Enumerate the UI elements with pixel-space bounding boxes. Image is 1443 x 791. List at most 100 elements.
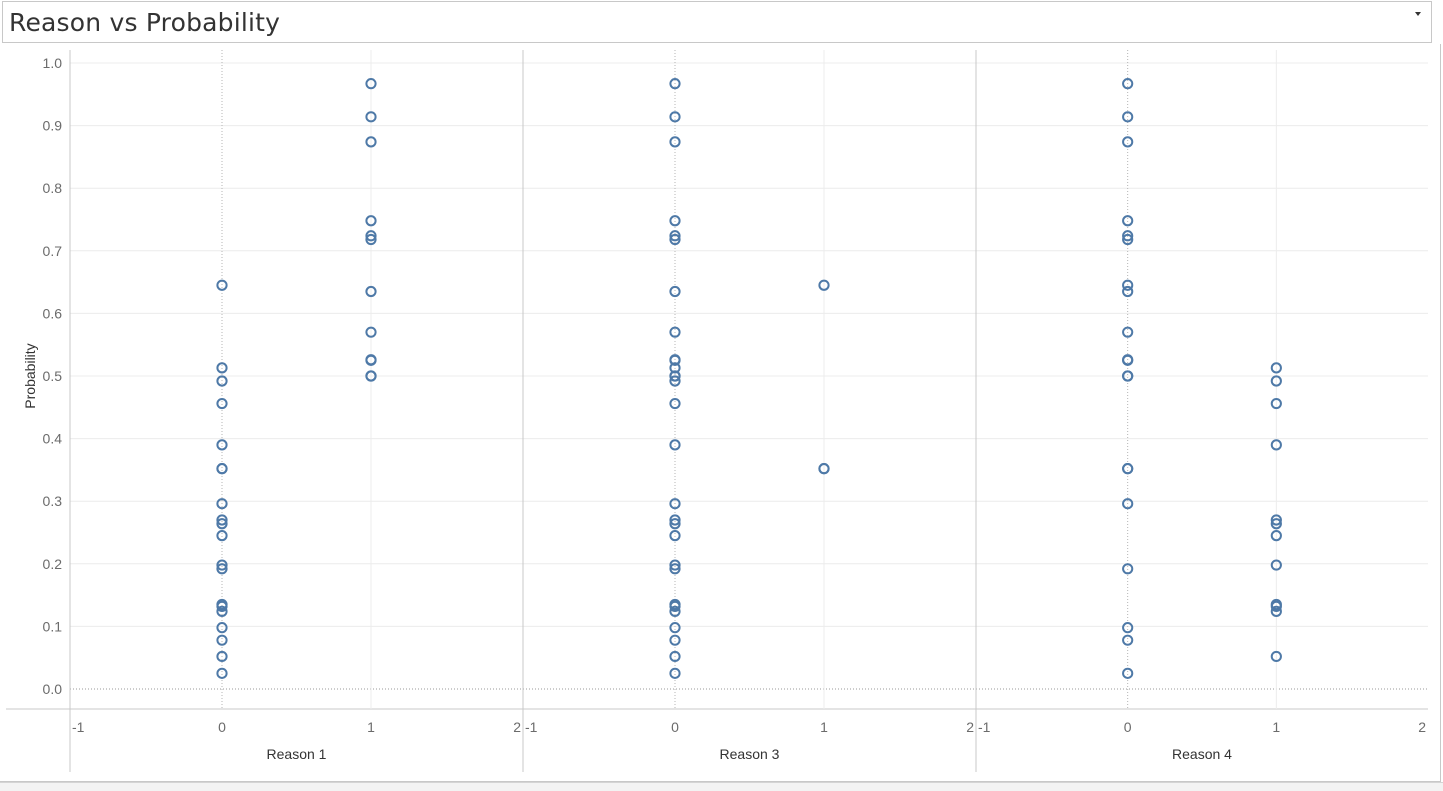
- x-tick-label: -1: [978, 719, 991, 735]
- y-tick-label: 0.2: [43, 556, 63, 572]
- x-tick-label: 0: [218, 719, 226, 735]
- data-point: [1270, 605, 1282, 617]
- x-tick-label: 0: [1124, 719, 1132, 735]
- x-tick-label: 2: [966, 719, 974, 735]
- data-point: [1270, 600, 1282, 612]
- y-tick-label: 0.8: [43, 180, 63, 196]
- data-point: [216, 559, 228, 571]
- y-tick-label: 0.0: [43, 681, 63, 697]
- data-point: [669, 563, 681, 575]
- data-point: [1270, 439, 1282, 451]
- x-tick-label: -1: [525, 719, 538, 735]
- x-tick-label: 1: [367, 719, 375, 735]
- data-point: [216, 634, 228, 646]
- data-point: [1270, 559, 1282, 571]
- data-point: [669, 514, 681, 526]
- data-point: [365, 215, 377, 227]
- x-tick-label: -1: [72, 719, 85, 735]
- data-point: [669, 518, 681, 530]
- data-point: [1122, 354, 1134, 366]
- data-point: [216, 439, 228, 451]
- data-point: [216, 498, 228, 510]
- data-point: [1122, 563, 1134, 575]
- data-point: [1122, 78, 1134, 90]
- data-point: [1122, 233, 1134, 246]
- y-tick-label: 0.5: [43, 368, 63, 384]
- x-tick-label: 1: [820, 719, 828, 735]
- data-point: [216, 530, 228, 542]
- data-point: [1122, 463, 1134, 475]
- x-axis-title: Reason 3: [720, 746, 780, 762]
- data-point: [1122, 285, 1134, 298]
- data-point: [669, 215, 681, 227]
- data-point: [1122, 279, 1134, 291]
- data-point: [365, 78, 377, 90]
- data-point: [669, 600, 681, 612]
- data-point: [216, 600, 228, 612]
- data-point: [669, 559, 681, 571]
- data-point: [669, 233, 681, 246]
- bottom-scroll-strip: [0, 782, 1443, 791]
- data-point: [365, 354, 377, 366]
- data-point: [669, 498, 681, 510]
- data-point: [818, 279, 830, 291]
- data-point: [669, 397, 681, 410]
- data-point: [669, 667, 681, 679]
- data-point: [216, 518, 228, 530]
- data-point: [216, 514, 228, 526]
- y-tick-label: 0.1: [43, 618, 63, 634]
- x-axis-title: Reason 4: [1172, 746, 1232, 762]
- y-tick-label: 0.9: [43, 118, 63, 134]
- data-point: [1122, 111, 1134, 123]
- data-point: [669, 605, 681, 617]
- data-point: [216, 563, 228, 575]
- data-point: [216, 463, 228, 475]
- data-point: [1270, 530, 1282, 542]
- data-point: [669, 650, 681, 663]
- data-point: [669, 111, 681, 123]
- y-tick-label: 0.6: [43, 305, 63, 321]
- worksheet-title-bar: Reason vs Probability: [2, 1, 1432, 43]
- data-point: [365, 111, 377, 123]
- data-point: [216, 667, 228, 679]
- data-point: [669, 375, 681, 387]
- scatter-chart: 0.0 0.1 0.2 0.3 0.4 0.5 0.6 0.7 0.8 0.9 1.0 Probabi…: [6, 50, 1428, 772]
- data-point: [669, 370, 681, 382]
- data-point: [216, 362, 228, 374]
- data-point: [365, 285, 377, 298]
- data-point: [1122, 326, 1134, 338]
- data-point: [669, 230, 681, 242]
- data-point: [669, 285, 681, 298]
- data-point: [1270, 518, 1282, 530]
- data-point: [1270, 514, 1282, 526]
- data-point: [1122, 230, 1134, 242]
- data-point: [669, 326, 681, 338]
- y-tick-label: 0.3: [43, 493, 63, 509]
- data-point: [365, 136, 377, 148]
- chevron-down-icon[interactable]: [1415, 12, 1421, 16]
- data-point: [1270, 650, 1282, 663]
- x-tick-label: 2: [513, 719, 521, 735]
- data-point: [365, 230, 377, 242]
- x-axis-title: Reason 1: [267, 746, 327, 762]
- data-point: [669, 622, 681, 634]
- data-point: [1270, 375, 1282, 387]
- data-point: [1122, 634, 1134, 646]
- data-point: [216, 397, 228, 410]
- y-tick-label: 0.7: [43, 243, 63, 259]
- data-point: [365, 326, 377, 338]
- y-axis-title: Probability: [22, 343, 38, 408]
- y-tick-label: 1.0: [43, 55, 63, 71]
- x-tick-label: 0: [671, 719, 679, 735]
- data-point: [1122, 667, 1134, 679]
- data-point: [669, 634, 681, 646]
- data-point: [216, 279, 228, 291]
- worksheet-title: Reason vs Probability: [9, 8, 281, 37]
- viz-frame: 0.0 0.1 0.2 0.3 0.4 0.5 0.6 0.7 0.8 0.9 1.0 Probabi…: [0, 44, 1441, 782]
- data-point: [669, 78, 681, 90]
- data-point: [669, 530, 681, 542]
- data-point: [216, 650, 228, 663]
- data-point: [216, 622, 228, 634]
- data-point: [216, 605, 228, 617]
- y-tick-label: 0.4: [43, 431, 63, 447]
